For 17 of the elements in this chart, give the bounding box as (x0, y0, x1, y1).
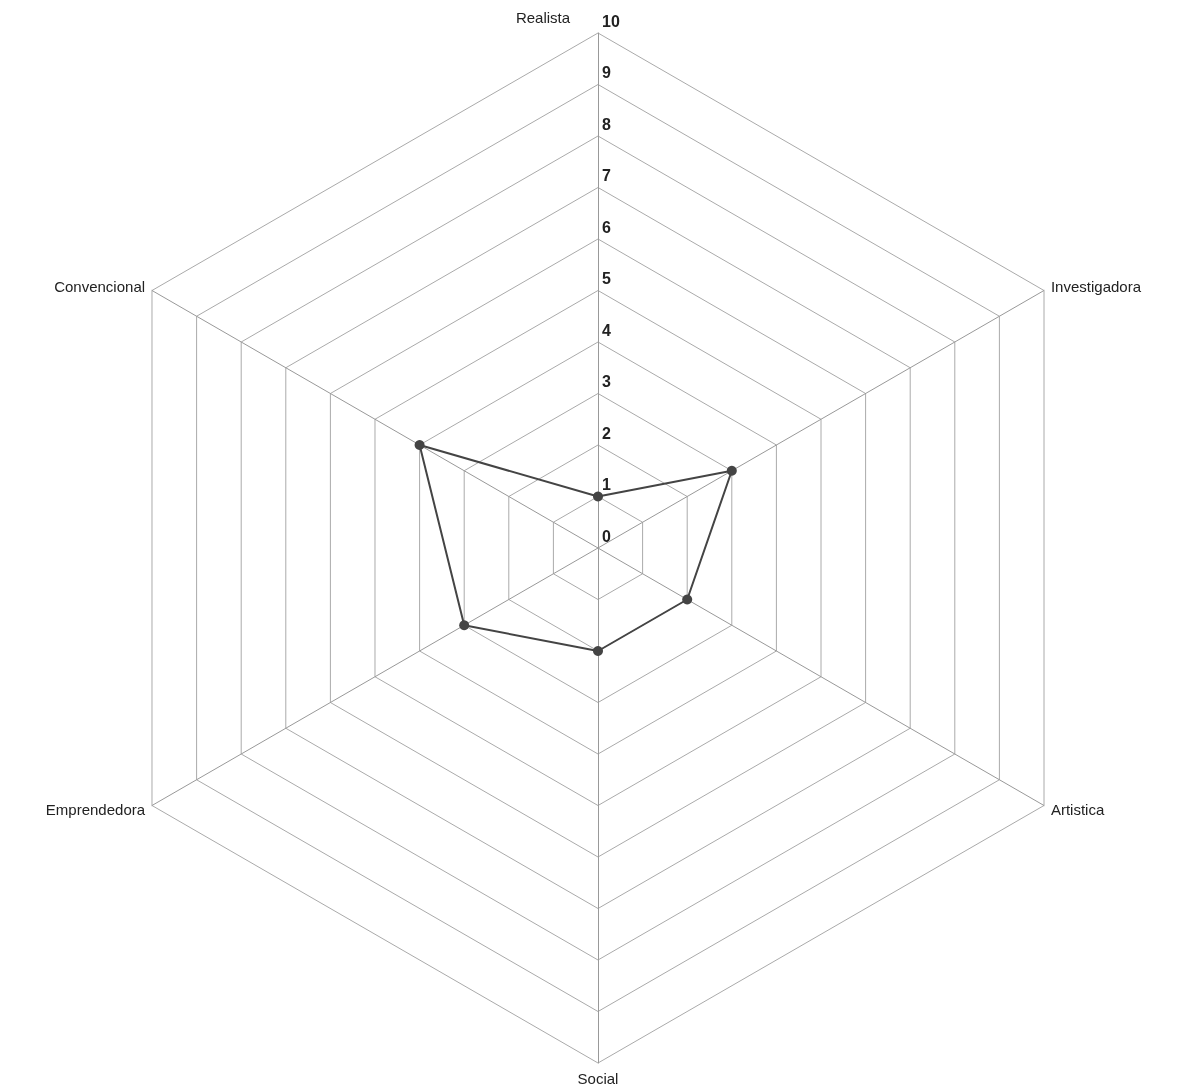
y-tick-label: 0 (602, 527, 611, 545)
spoke-label: Social (577, 1070, 619, 1087)
y-tick-label: 9 (602, 64, 611, 81)
y-tick-label: 8 (602, 115, 611, 133)
spoke-label: Investigadora (1050, 278, 1142, 295)
y-tick-label: 7 (602, 167, 611, 184)
y-tick-label: 2 (602, 424, 611, 442)
spoke-label: Convencional (54, 278, 146, 295)
y-tick-label: 1 (602, 476, 611, 493)
spoke-label: Artistica (1050, 801, 1105, 818)
spoke-label: Emprendedora (45, 801, 146, 818)
y-tick-label: 5 (602, 270, 611, 287)
y-tick-label: 6 (602, 218, 611, 236)
y-tick-label: 10 (602, 12, 620, 30)
spoke-label: Realista (515, 9, 571, 26)
y-tick-label: 3 (602, 373, 611, 390)
y-tick-label: 4 (602, 321, 611, 339)
